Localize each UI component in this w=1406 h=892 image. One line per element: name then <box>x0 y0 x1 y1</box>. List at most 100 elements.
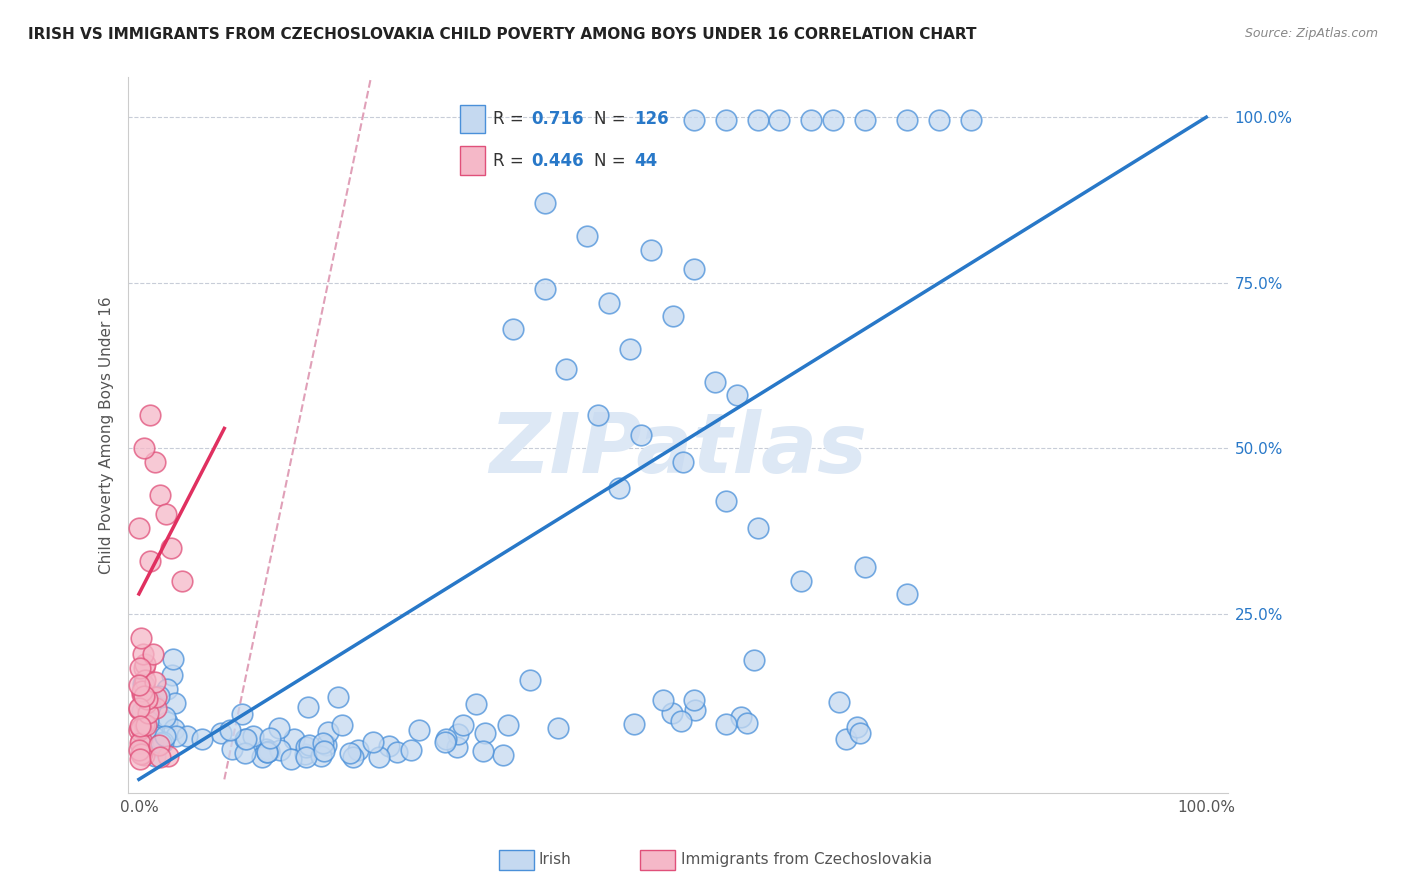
Point <box>896 113 918 128</box>
Point <box>533 282 555 296</box>
Point <box>128 723 150 737</box>
Point <box>233 746 256 760</box>
Point <box>652 693 675 707</box>
Point <box>136 712 159 726</box>
Point <box>157 748 180 763</box>
Point <box>640 243 662 257</box>
Point <box>849 726 872 740</box>
Point <box>630 428 652 442</box>
Point <box>619 342 641 356</box>
Point <box>132 647 155 661</box>
Point <box>704 375 727 389</box>
Point <box>502 322 524 336</box>
Point <box>129 747 152 761</box>
Point <box>257 744 280 758</box>
Point <box>129 732 152 747</box>
Point <box>451 718 474 732</box>
Point <box>176 729 198 743</box>
Text: Irish: Irish <box>538 853 571 867</box>
Point <box>735 716 758 731</box>
Point <box>298 738 321 752</box>
Point <box>148 689 170 703</box>
Point <box>145 749 167 764</box>
Point <box>330 718 353 732</box>
Point <box>148 739 170 753</box>
Point <box>472 744 495 758</box>
Point <box>896 587 918 601</box>
Point <box>129 719 152 733</box>
Point <box>128 752 150 766</box>
Point <box>342 750 364 764</box>
Point <box>152 734 174 748</box>
Point <box>135 697 157 711</box>
Point <box>131 742 153 756</box>
Point <box>714 494 737 508</box>
Point <box>128 742 150 756</box>
Text: Source: ZipAtlas.com: Source: ZipAtlas.com <box>1244 27 1378 40</box>
Point <box>132 689 155 703</box>
Point <box>269 722 291 736</box>
Point <box>170 574 193 588</box>
Point <box>295 740 318 755</box>
Point <box>464 697 486 711</box>
Point <box>256 745 278 759</box>
Point <box>845 720 868 734</box>
Point <box>136 714 159 728</box>
Point <box>598 295 620 310</box>
Point <box>496 717 519 731</box>
Point <box>387 745 409 759</box>
Point <box>142 735 165 749</box>
Point <box>672 454 695 468</box>
Point <box>669 714 692 729</box>
Point <box>408 723 430 737</box>
Point <box>768 113 790 128</box>
Point <box>128 678 150 692</box>
Point <box>399 743 422 757</box>
Point <box>853 113 876 128</box>
Point <box>139 692 162 706</box>
Point <box>474 725 496 739</box>
Point <box>623 716 645 731</box>
Point <box>789 574 811 588</box>
Point <box>256 745 278 759</box>
Point <box>211 726 233 740</box>
Point <box>135 717 157 731</box>
Text: ZIPatlas: ZIPatlas <box>489 409 868 490</box>
Point <box>221 741 243 756</box>
Point <box>683 113 706 128</box>
Point <box>835 731 858 746</box>
Point <box>297 700 319 714</box>
Point <box>730 710 752 724</box>
Point <box>283 731 305 746</box>
Point <box>311 736 333 750</box>
Point <box>165 696 187 710</box>
Point <box>326 690 349 705</box>
Point <box>219 723 242 737</box>
Point <box>146 739 169 754</box>
Point <box>294 749 316 764</box>
Point <box>294 747 316 761</box>
Point <box>586 408 609 422</box>
Point <box>554 361 576 376</box>
Point <box>128 736 150 750</box>
Point <box>361 734 384 748</box>
Point <box>233 731 256 746</box>
Text: IRISH VS IMMIGRANTS FROM CZECHOSLOVAKIA CHILD POVERTY AMONG BOYS UNDER 16 CORREL: IRISH VS IMMIGRANTS FROM CZECHOSLOVAKIA … <box>28 27 977 42</box>
Point <box>132 716 155 731</box>
Point <box>145 700 167 714</box>
Y-axis label: Child Poverty Among Boys Under 16: Child Poverty Among Boys Under 16 <box>100 296 114 574</box>
Point <box>128 702 150 716</box>
Point <box>153 710 176 724</box>
Point <box>131 746 153 760</box>
Text: Immigrants from Czechoslovakia: Immigrants from Czechoslovakia <box>681 853 932 867</box>
Point <box>142 647 165 661</box>
Point <box>492 747 515 762</box>
Point <box>714 113 737 128</box>
Point <box>252 749 274 764</box>
Point <box>714 716 737 731</box>
Point <box>661 706 683 721</box>
Point <box>160 668 183 682</box>
Point <box>131 687 153 701</box>
Point <box>145 690 167 705</box>
Point <box>446 740 468 755</box>
